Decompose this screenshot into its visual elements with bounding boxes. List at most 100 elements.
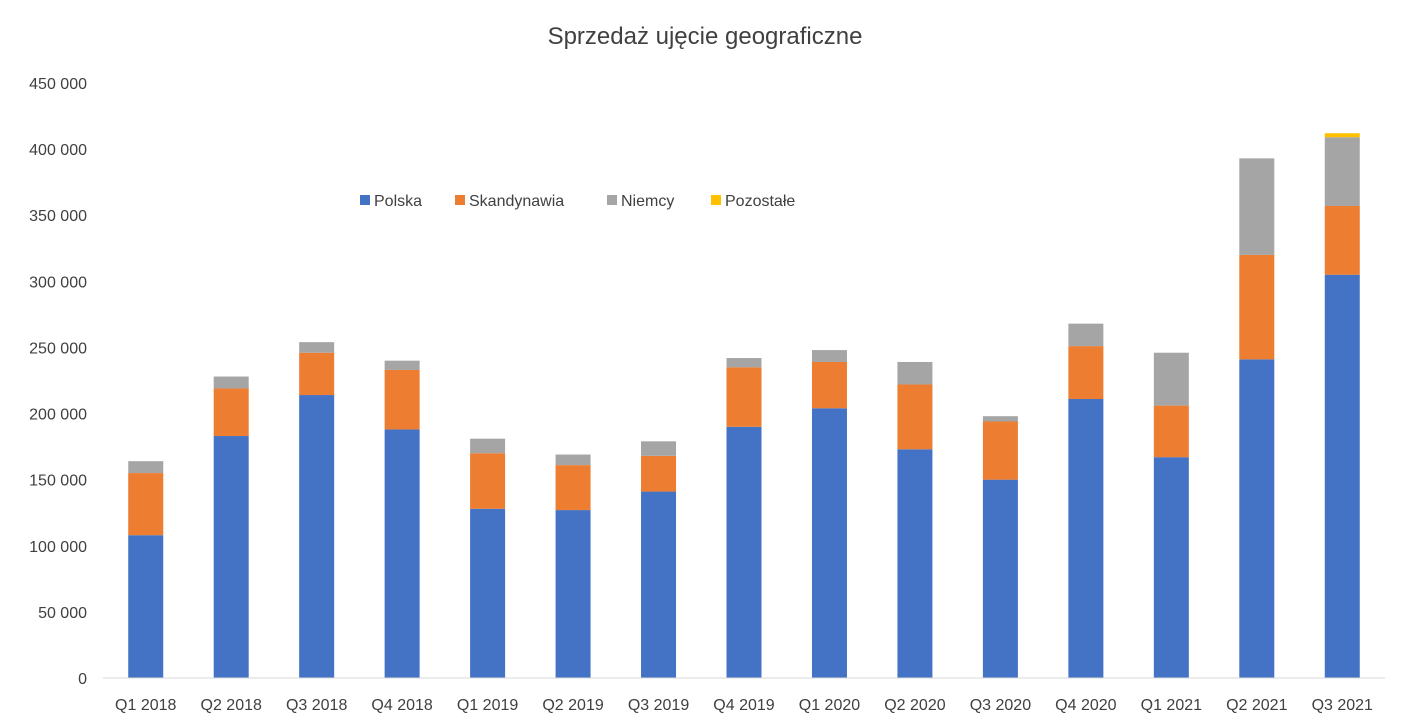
bar-stack (213, 376, 249, 678)
bar-stack (299, 342, 335, 678)
bar-stack (1239, 158, 1275, 678)
bar-segment-niemcy (1324, 137, 1360, 206)
bar-segment-polska (128, 535, 164, 678)
x-tick-label: Q2 2020 (884, 697, 945, 714)
bar-segment-skandynawia (299, 352, 335, 396)
bar-segment-skandynawia (128, 473, 164, 536)
bar-segment-polska (213, 436, 249, 678)
bar-segment-niemcy (213, 376, 249, 389)
bar-segment-niemcy (811, 350, 847, 362)
bar-segment-polska (299, 395, 335, 678)
bar-segment-niemcy (1068, 323, 1104, 347)
legend: Polska Skandynawia Niemcy Pozostałe (360, 193, 795, 210)
legend-label: Skandynawia (469, 193, 564, 210)
bar-segment-skandynawia (897, 384, 933, 450)
bar-segment-skandynawia (1324, 205, 1360, 275)
x-tick-label: Q4 2019 (713, 697, 774, 714)
bar-segment-niemcy (470, 438, 506, 454)
bar-stack (897, 361, 933, 678)
bar-segment-niemcy (1239, 158, 1275, 255)
bar-segment-niemcy (1153, 352, 1189, 406)
bar-segment-polska (641, 491, 677, 678)
bar-segment-polska (384, 429, 420, 678)
bar-segment-niemcy (897, 361, 933, 385)
bar-segment-polska (1324, 274, 1360, 678)
x-tick-label: Q2 2019 (542, 697, 603, 714)
x-tick-label: Q4 2018 (371, 697, 432, 714)
x-tick-label: Q1 2019 (457, 697, 518, 714)
x-tick-label: Q3 2021 (1312, 697, 1373, 714)
x-tick-label: Q1 2021 (1141, 697, 1202, 714)
bar-segment-niemcy (641, 441, 677, 456)
bar-stack (811, 350, 847, 678)
bar-segment-skandynawia (470, 453, 506, 509)
y-tick-label: 0 (78, 671, 87, 688)
bar-segment-niemcy (982, 416, 1018, 422)
bar-stack (726, 358, 762, 678)
bar-stack (470, 438, 506, 678)
bar-stack (128, 461, 164, 678)
x-tick-label: Q3 2018 (286, 697, 347, 714)
legend-label: Polska (374, 193, 422, 210)
bar-segment-polska (470, 508, 506, 678)
x-tick-label: Q3 2020 (970, 697, 1031, 714)
legend-item: Polska (360, 193, 422, 210)
bar-stack (1324, 133, 1360, 678)
legend-swatch (711, 195, 721, 205)
bar-segment-niemcy (726, 358, 762, 368)
x-tick-label: Q2 2021 (1226, 697, 1287, 714)
bar-segment-skandynawia (384, 369, 420, 430)
bar-segment-niemcy (384, 360, 420, 370)
bar-segment-skandynawia (213, 388, 249, 437)
x-tick-label: Q2 2018 (201, 697, 262, 714)
bar-segment-polska (726, 426, 762, 678)
y-tick-label: 450 000 (29, 76, 87, 93)
bar-stack (641, 441, 677, 678)
bar-segment-polska (811, 408, 847, 678)
x-tick-label: Q1 2018 (115, 697, 176, 714)
legend-label: Niemcy (621, 193, 674, 210)
legend-swatch (360, 195, 370, 205)
bar-stack (1068, 323, 1104, 678)
y-tick-label: 300 000 (29, 274, 87, 291)
y-tick-label: 200 000 (29, 407, 87, 424)
legend-swatch (607, 195, 617, 205)
bars-group (128, 133, 1360, 678)
bar-segment-polska (555, 510, 591, 678)
chart-title: Sprzedaż ujęcie geograficzne (548, 23, 863, 50)
bar-segment-skandynawia (726, 367, 762, 427)
legend-label: Pozostałe (725, 193, 795, 210)
y-tick-label: 400 000 (29, 142, 87, 159)
bar-segment-niemcy (299, 342, 335, 353)
y-axis: 0 50 000 100 000 150 000 200 000 250 000 300 0… (29, 76, 87, 688)
x-tick-label: Q3 2019 (628, 697, 689, 714)
bar-segment-skandynawia (982, 421, 1018, 480)
bar-stack (982, 416, 1018, 678)
bar-segment-skandynawia (555, 465, 591, 511)
bar-segment-polska (897, 449, 933, 678)
bar-segment-polska (1153, 457, 1189, 678)
bar-segment-skandynawia (1153, 405, 1189, 458)
bar-segment-niemcy (555, 454, 591, 466)
y-tick-label: 250 000 (29, 340, 87, 357)
bar-segment-skandynawia (811, 361, 847, 409)
bar-segment-skandynawia (1068, 346, 1104, 400)
legend-item: Pozostałe (711, 193, 795, 210)
bar-segment-skandynawia (641, 455, 677, 492)
legend-item: Niemcy (607, 193, 674, 210)
bar-segment-skandynawia (1239, 254, 1275, 360)
x-axis: Q1 2018 Q2 2018 Q3 2018 Q4 2018 Q1 2019 Q2 20… (115, 697, 1373, 714)
bar-segment-polska (982, 479, 1018, 678)
bar-segment-pozostałe (1324, 133, 1360, 138)
bar-stack (384, 360, 420, 678)
legend-item: Skandynawia (455, 193, 564, 210)
bar-segment-polska (1068, 399, 1104, 678)
x-tick-label: Q4 2020 (1055, 697, 1116, 714)
bar-stack (555, 454, 591, 678)
bar-segment-niemcy (128, 461, 164, 474)
y-tick-label: 100 000 (29, 539, 87, 556)
x-tick-label: Q1 2020 (799, 697, 860, 714)
y-tick-label: 50 000 (38, 605, 87, 622)
bar-stack (1153, 352, 1189, 678)
